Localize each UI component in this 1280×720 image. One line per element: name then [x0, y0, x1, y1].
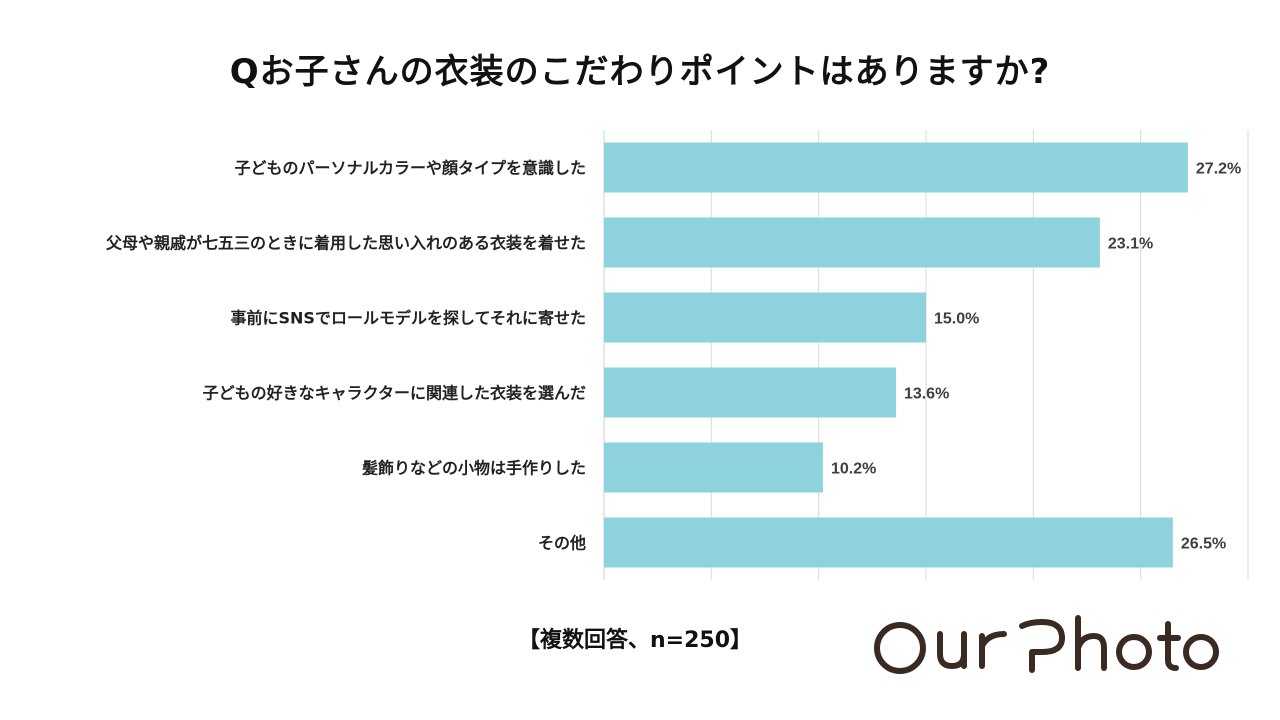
value-labels: 27.2% 23.1% 15.0% 13.6% 10.2% 26.5% — [831, 161, 1241, 553]
sample-note: 【複数回答、n=250】 — [518, 628, 753, 653]
gridlines — [603, 130, 1249, 580]
bar — [604, 217, 1100, 268]
category-label: 子どもの好きなキャラクターに関連した衣装を選んだ — [203, 384, 586, 403]
data-label: 23.1% — [1108, 236, 1153, 253]
bar — [604, 442, 823, 493]
bar — [604, 367, 896, 418]
category-label: その他 — [538, 534, 586, 553]
data-label: 13.6% — [904, 386, 949, 403]
chart-title: Qお子さんの衣装のこだわりポイントはありますか? — [229, 52, 1051, 92]
category-label: 父母や親戚が七五三のときに着用した思い入れのある衣装を着せた — [105, 234, 586, 253]
ourphoto-logo — [874, 615, 1219, 674]
category-labels: 子どものパーソナルカラーや顔タイプを意識した父母や親戚が七五三のときに着用した思… — [105, 159, 586, 553]
bars — [604, 142, 1188, 568]
data-label: 15.0% — [934, 311, 979, 328]
data-label: 10.2% — [831, 461, 876, 478]
bar — [604, 292, 926, 343]
bar — [604, 517, 1173, 568]
data-label: 27.2% — [1196, 161, 1241, 178]
category-label: 子どものパーソナルカラーや顔タイプを意識した — [234, 159, 586, 178]
bar — [604, 142, 1188, 193]
category-label: 事前にSNSでロールモデルを探してそれに寄せた — [231, 309, 586, 328]
data-label: 26.5% — [1181, 536, 1226, 553]
category-label: 髪飾りなどの小物は手作りした — [361, 459, 586, 478]
